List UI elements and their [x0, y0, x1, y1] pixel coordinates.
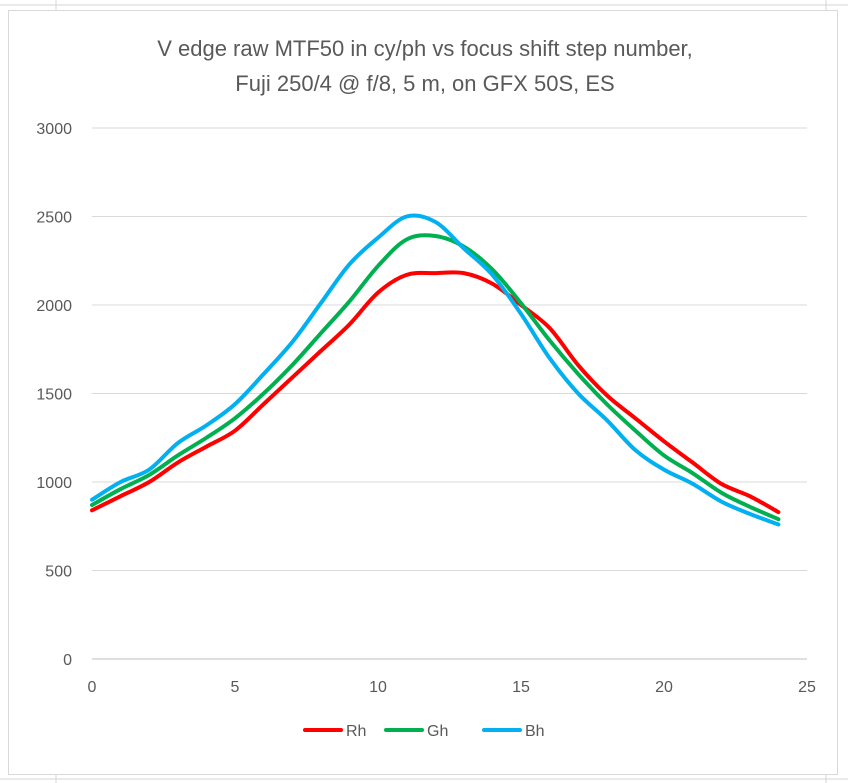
y-axis-tick-labels: 0 500 1000 1500 2000 2500 3000: [36, 121, 72, 669]
x-axis-tick-labels: 0 5 10 15 20 25: [88, 679, 816, 696]
x-tick-label: 25: [798, 679, 816, 696]
chart-svg: V edge raw MTF50 in cy/ph vs focus shift…: [36, 36, 816, 740]
series-line-gh[interactable]: [90, 233, 781, 522]
chart-title-line-1: V edge raw MTF50 in cy/ph vs focus shift…: [157, 36, 693, 61]
y-tick-label: 1500: [36, 387, 72, 404]
series-line-bh[interactable]: [90, 213, 781, 527]
y-tick-label: 0: [63, 652, 72, 669]
x-tick-label: 15: [512, 679, 530, 696]
legend[interactable]: Rh Gh Bh: [303, 723, 545, 740]
x-tick-label: 0: [88, 679, 97, 696]
y-tick-label: 2500: [36, 210, 72, 227]
y-tick-label: 2000: [36, 298, 72, 315]
legend-label-rh[interactable]: Rh: [346, 723, 366, 740]
legend-label-gh[interactable]: Gh: [427, 723, 448, 740]
gridlines: [92, 127, 807, 660]
legend-label-bh[interactable]: Bh: [525, 723, 545, 740]
y-tick-label: 3000: [36, 121, 72, 138]
chart-title-line-2: Fuji 250/4 @ f/8, 5 m, on GFX 50S, ES: [235, 71, 614, 96]
y-tick-label: 500: [45, 564, 72, 581]
x-tick-label: 20: [655, 679, 673, 696]
plot-series: [90, 213, 781, 527]
x-tick-label: 5: [231, 679, 240, 696]
chart-area[interactable]: V edge raw MTF50 in cy/ph vs focus shift…: [8, 10, 838, 775]
x-tick-label: 10: [369, 679, 387, 696]
y-tick-label: 1000: [36, 475, 72, 492]
series-line-rh[interactable]: [90, 270, 781, 515]
